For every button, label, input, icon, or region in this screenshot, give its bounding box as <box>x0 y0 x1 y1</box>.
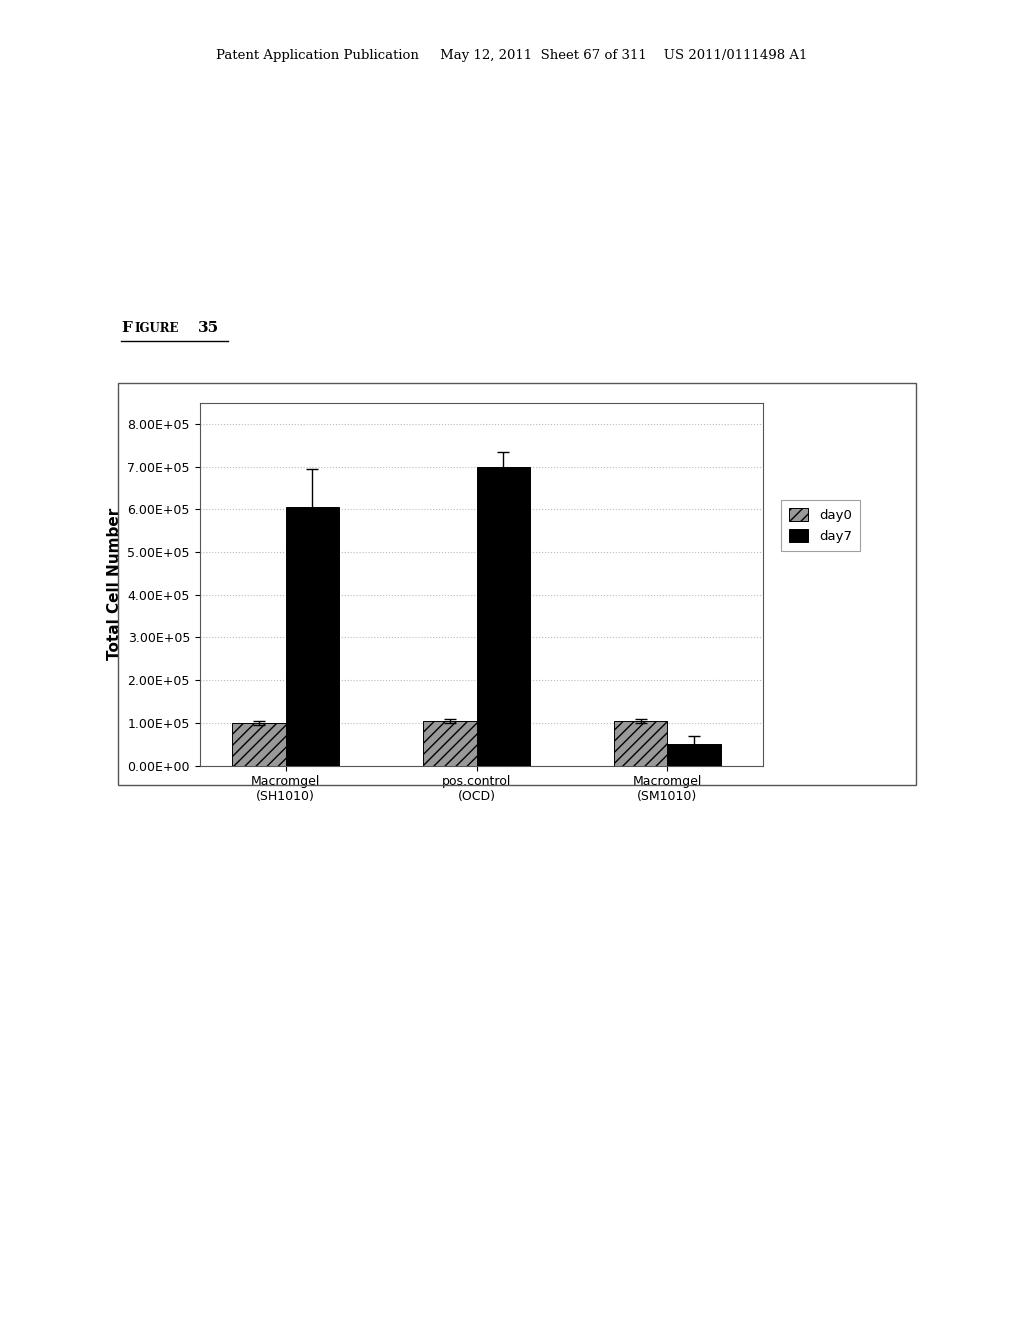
Y-axis label: Total Cell Number: Total Cell Number <box>106 508 122 660</box>
Bar <box>232 723 286 766</box>
Bar <box>286 507 339 766</box>
Bar <box>476 467 530 766</box>
Bar <box>423 721 476 766</box>
Bar <box>614 721 668 766</box>
Text: 35: 35 <box>198 321 219 335</box>
Text: F: F <box>121 321 132 335</box>
Bar <box>668 744 721 766</box>
Legend: day0, day7: day0, day7 <box>780 500 860 550</box>
Text: Patent Application Publication     May 12, 2011  Sheet 67 of 311    US 2011/0111: Patent Application Publication May 12, 2… <box>216 49 808 62</box>
Text: IGURE: IGURE <box>134 322 178 335</box>
